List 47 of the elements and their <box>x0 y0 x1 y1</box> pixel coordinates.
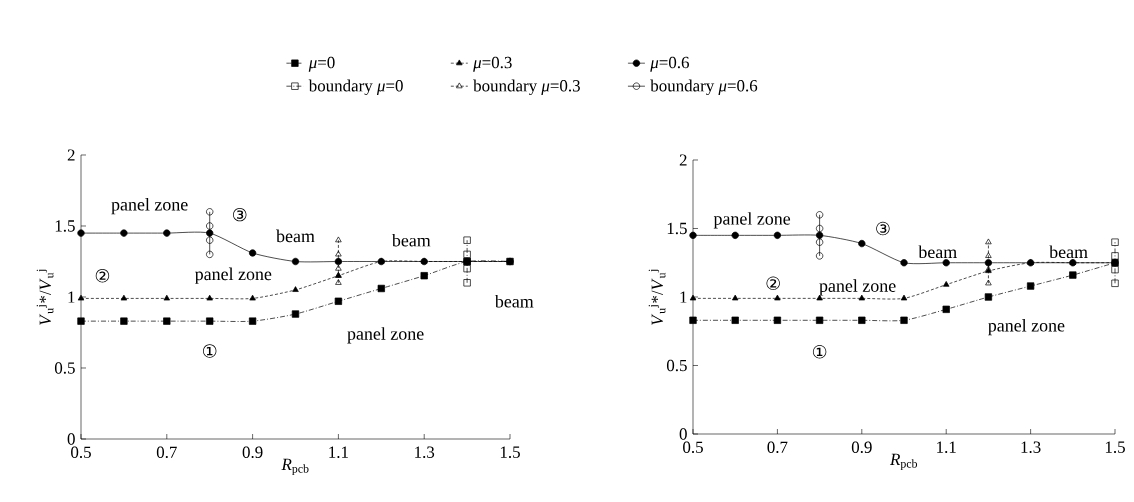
x-tick-label: 0.9 <box>851 441 872 454</box>
annotation: ③ <box>876 221 890 236</box>
x-tick-label: 0.9 <box>242 446 263 459</box>
y-tick-label: 2 <box>67 149 75 161</box>
annotation: ③ <box>233 207 247 222</box>
x-tick-label: 1.3 <box>415 446 435 458</box>
y-axis-title: V$_{u}$$^{j}$*/V$_{u}$j <box>648 269 666 325</box>
annotation: panel zone <box>988 319 1065 336</box>
y-tick-label: 2 <box>679 154 687 166</box>
annotation: ② <box>95 268 110 283</box>
y-tick-label: 1.5 <box>55 220 75 232</box>
x-axis-title: R$_{pcb}$ <box>889 453 918 471</box>
legend-label: boundary μ=0 <box>308 79 403 95</box>
x-tick-label: 1.5 <box>500 446 520 458</box>
y-tick-label: 1.5 <box>667 222 687 235</box>
legend-label: μ=0.6 <box>650 56 689 72</box>
y-tick-label: 1 <box>680 291 687 303</box>
annotation: ① <box>812 345 827 359</box>
annotation: panel zone <box>713 212 791 229</box>
annotation: panel zone <box>194 267 272 284</box>
annotation: panel zone <box>111 197 188 215</box>
x-tick-label: 0.7 <box>156 446 177 459</box>
y-axis-title: V$_{u}$$^{j}$*/V$_{u}$j <box>36 269 54 325</box>
x-tick-label: 1.3 <box>1021 441 1041 453</box>
annotation: panel zone <box>819 279 896 296</box>
y-tick-label: 0 <box>679 428 687 440</box>
annotation: beam <box>918 245 957 259</box>
annotation: ① <box>202 344 217 358</box>
annotation: ② <box>766 276 780 290</box>
x-axis-title: R$_{pcb}$ <box>281 458 309 476</box>
annotation: beam <box>494 294 534 308</box>
y-tick-label: 1 <box>68 291 75 303</box>
x-tick-label: 1.5 <box>1105 441 1125 453</box>
annotation: beam <box>1049 245 1088 259</box>
x-tick-label: 0.7 <box>767 441 788 454</box>
y-tick-label: 0.5 <box>666 359 687 372</box>
x-tick-label: 1.1 <box>329 446 348 458</box>
x-tick-label: 1.1 <box>937 441 956 453</box>
legend-label: μ=0 <box>308 56 335 72</box>
y-tick-label: 0.5 <box>54 362 75 374</box>
y-tick-label: 0 <box>67 433 75 445</box>
legend-label: boundary μ=0.6 <box>650 79 758 95</box>
annotation: beam <box>391 233 431 247</box>
legend-label: boundary μ=0.3 <box>473 79 580 95</box>
annotation: beam <box>276 229 315 243</box>
legend-label: μ=0.3 <box>473 56 512 72</box>
annotation: panel zone <box>347 327 424 344</box>
